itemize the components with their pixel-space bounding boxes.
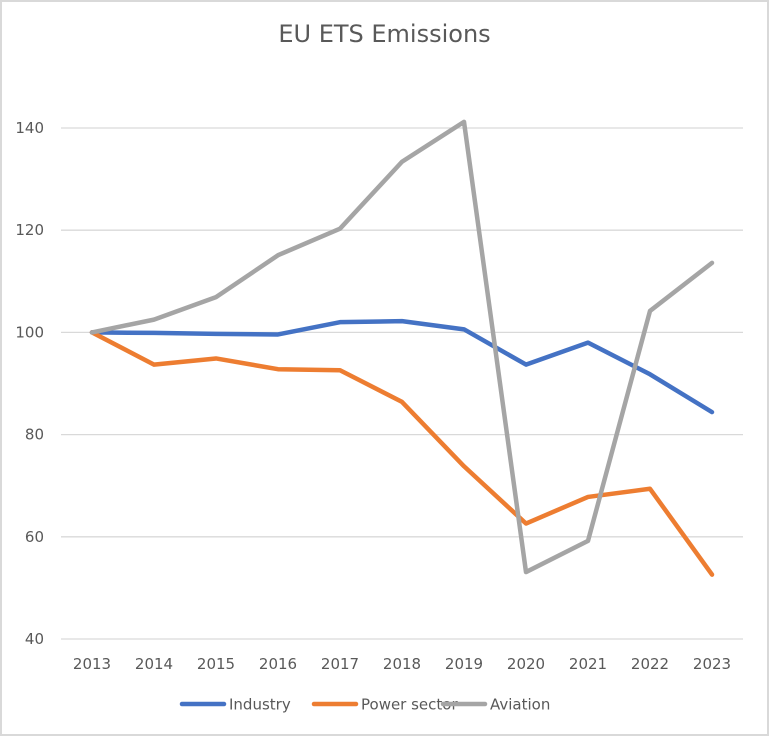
x-tick-label: 2015 <box>197 655 235 673</box>
y-tick-label: 40 <box>25 630 44 648</box>
legend-label-aviation: Aviation <box>490 696 550 714</box>
series-line-power-sector <box>89 330 715 577</box>
chart-title: EU ETS Emissions <box>278 20 491 48</box>
legend-label-industry: Industry <box>229 696 291 714</box>
legend: Industry Power sector Aviation <box>179 696 550 714</box>
x-axis-ticks: 2013 2014 2015 2016 2017 2018 2019 2020 2021 2022… <box>73 655 731 673</box>
x-tick-label: 2022 <box>631 655 669 673</box>
y-tick-label: 120 <box>15 221 44 239</box>
legend-label-power-sector: Power sector <box>361 696 458 714</box>
x-tick-label: 2016 <box>259 655 297 673</box>
x-tick-label: 2018 <box>383 655 421 673</box>
y-tick-label: 60 <box>25 528 44 546</box>
y-tick-label: 100 <box>15 323 44 341</box>
x-tick-label: 2020 <box>507 655 545 673</box>
gridlines <box>61 127 743 640</box>
x-tick-label: 2021 <box>569 655 607 673</box>
x-tick-label: 2014 <box>135 655 173 673</box>
x-tick-label: 2023 <box>693 655 731 673</box>
x-tick-label: 2013 <box>73 655 111 673</box>
series-line-industry <box>89 318 715 415</box>
y-axis-ticks: 40 60 80 100 120 140 <box>15 119 44 648</box>
series-lines <box>89 119 715 577</box>
y-tick-label: 140 <box>15 119 44 137</box>
series-line-aviation <box>89 119 715 575</box>
x-tick-label: 2019 <box>445 655 483 673</box>
x-tick-label: 2017 <box>321 655 359 673</box>
y-tick-label: 80 <box>25 426 44 444</box>
